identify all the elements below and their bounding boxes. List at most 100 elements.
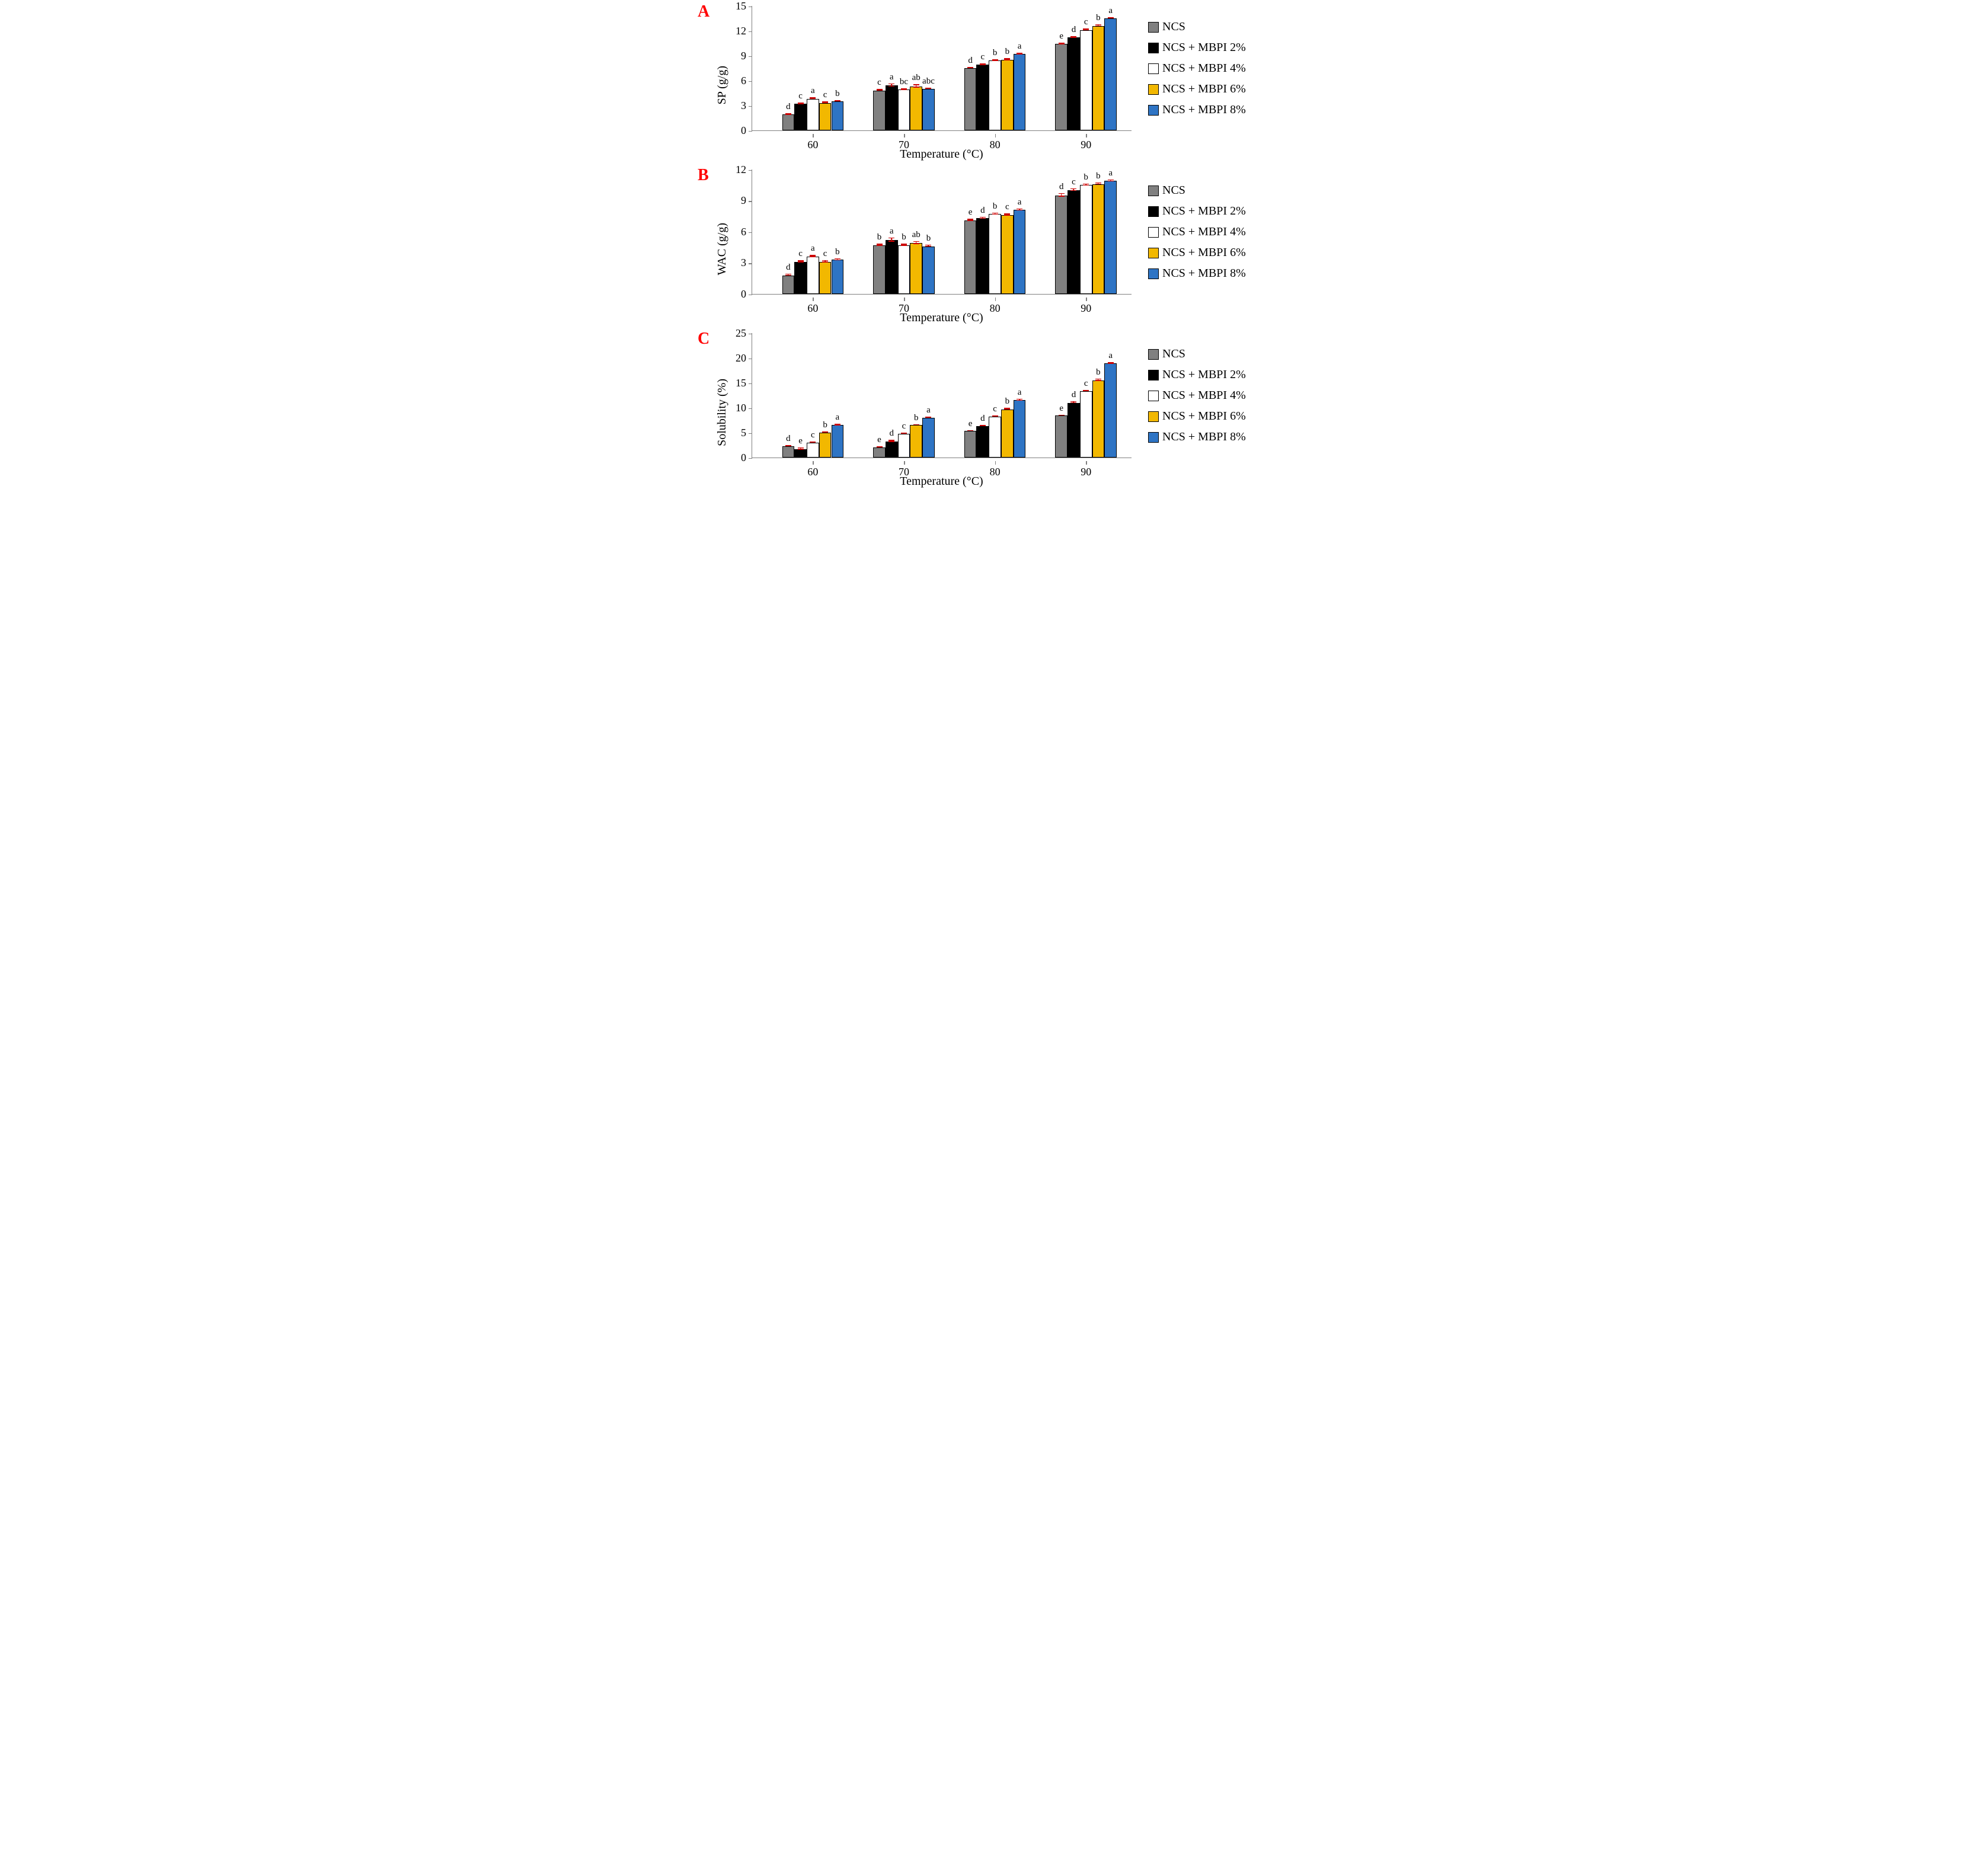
error-bar-cap-top: [913, 241, 919, 242]
y-tick-label: 9: [741, 194, 746, 207]
significance-label: d: [786, 102, 791, 112]
y-tick-label: 15: [736, 377, 746, 389]
error-bar-cap-bottom: [992, 214, 998, 215]
significance-label: c: [823, 249, 827, 259]
x-tick-mark: [995, 461, 996, 465]
bar-mbpi6: c: [819, 103, 832, 130]
chart-wrap: Solubility (%)051015202560708090decbaedc…: [715, 333, 1132, 492]
legend-label: NCS: [1162, 347, 1185, 361]
error-bar: [913, 424, 919, 426]
legend-swatch: [1148, 411, 1159, 422]
error-bar-cap-bottom: [798, 103, 804, 104]
y-tick-label: 12: [736, 25, 746, 37]
bar-mbpi8: a: [1104, 181, 1117, 294]
bar-groups: dcacbbababbedbcadcbba: [752, 169, 1132, 294]
error-bar: [1004, 213, 1010, 216]
bar-ncs: e: [1055, 415, 1067, 458]
error-bar: [1004, 58, 1010, 60]
y-axis-label: Solubility (%): [715, 379, 729, 446]
significance-label: e: [1059, 404, 1063, 414]
error-bar-cap-bottom: [1108, 18, 1114, 19]
error-bar-cap-top: [1059, 193, 1065, 194]
bar-mbpi2: c: [794, 262, 807, 294]
bar-mbpi2: e: [794, 449, 807, 458]
legend-item-mbpi8: NCS + MBPI 8%: [1148, 103, 1246, 117]
bar-mbpi8: a: [922, 418, 935, 458]
error-bar-cap-bottom: [822, 431, 828, 433]
error-bar: [810, 255, 816, 257]
significance-label: d: [1072, 390, 1076, 400]
x-ticks: 60708090: [752, 458, 1132, 461]
legend-item-mbpi4: NCS + MBPI 4%: [1148, 389, 1246, 402]
chart-and-x: 0369121560708090dcacbcabcababcdcbbaedcba…: [752, 6, 1132, 165]
error-bar-cap-bottom: [888, 241, 894, 242]
bar-mbpi4: c: [1080, 391, 1092, 458]
x-tick-label: 70: [899, 139, 909, 151]
legend-item-mbpi6: NCS + MBPI 6%: [1148, 246, 1246, 260]
legend-label: NCS + MBPI 2%: [1162, 368, 1246, 382]
y-tick-label: 12: [736, 164, 746, 176]
error-bar: [925, 417, 931, 418]
significance-label: d: [1059, 182, 1064, 192]
legend-swatch: [1148, 63, 1159, 74]
bar-mbpi4: a: [807, 257, 819, 294]
error-bar: [798, 447, 804, 450]
y-tick-label: 10: [736, 402, 746, 414]
significance-label: d: [786, 263, 791, 273]
error-bar-cap-bottom: [822, 103, 828, 104]
x-tick-mark: [995, 134, 996, 137]
error-bar: [835, 424, 840, 426]
error-bar-cap-top: [1070, 188, 1076, 190]
error-bar: [1095, 379, 1101, 381]
significance-label: ab: [912, 73, 921, 83]
error-bar: [1083, 184, 1089, 186]
x-tick-label: 80: [990, 139, 1001, 151]
legend-swatch: [1148, 105, 1159, 116]
legend-label: NCS + MBPI 8%: [1162, 430, 1246, 444]
legend: NCSNCS + MBPI 2%NCS + MBPI 4%NCS + MBPI …: [1148, 20, 1246, 117]
legend-swatch: [1148, 186, 1159, 196]
significance-label: b: [1096, 13, 1101, 23]
error-bar-cap-bottom: [877, 90, 883, 91]
error-bar-cap-bottom: [822, 261, 828, 263]
error-bar: [1070, 36, 1076, 38]
error-bar: [980, 217, 986, 219]
significance-label: b: [835, 89, 840, 99]
plot-area: 0369121560708090dcacbcabcababcdcbbaedcba: [752, 6, 1132, 131]
significance-label: c: [1072, 177, 1076, 187]
error-bar: [835, 258, 840, 261]
x-tick-label: 70: [899, 466, 909, 478]
error-bar-cap-bottom: [1108, 363, 1114, 364]
legend-label: NCS + MBPI 8%: [1162, 267, 1246, 280]
error-bar-cap-bottom: [925, 417, 931, 418]
x-ticks: 60708090: [752, 130, 1132, 134]
significance-label: c: [993, 404, 997, 414]
error-bar-cap-bottom: [785, 275, 791, 276]
legend-label: NCS: [1162, 20, 1185, 34]
error-bar-cap-bottom: [1059, 196, 1065, 197]
error-bar-cap-bottom: [1095, 380, 1101, 381]
bar-mbpi2: c: [794, 104, 807, 130]
significance-label: b: [877, 232, 882, 242]
x-tick-mark: [1086, 134, 1087, 137]
error-bar-cap-bottom: [1083, 391, 1089, 392]
significance-label: e: [969, 419, 973, 429]
x-tick-mark: [1086, 298, 1087, 301]
error-bar-cap-bottom: [810, 98, 816, 100]
error-bar-cap-bottom: [835, 260, 840, 261]
error-bar: [1083, 390, 1089, 391]
error-bar: [1083, 28, 1089, 30]
error-bar-cap-bottom: [888, 441, 894, 442]
error-bar-cap-bottom: [901, 433, 907, 434]
error-bar: [925, 88, 931, 89]
panel-letter: A: [698, 2, 709, 21]
significance-label: e: [1059, 31, 1063, 41]
bar-mbpi8: a: [1014, 54, 1026, 130]
bar-group: edcba: [870, 333, 938, 458]
error-bar-cap-bottom: [913, 424, 919, 426]
error-bar: [835, 100, 840, 102]
bar-ncs: d: [1055, 196, 1067, 294]
error-bar-cap-bottom: [798, 449, 804, 450]
bar-ncs: e: [964, 220, 977, 294]
x-tick-mark: [904, 298, 905, 301]
